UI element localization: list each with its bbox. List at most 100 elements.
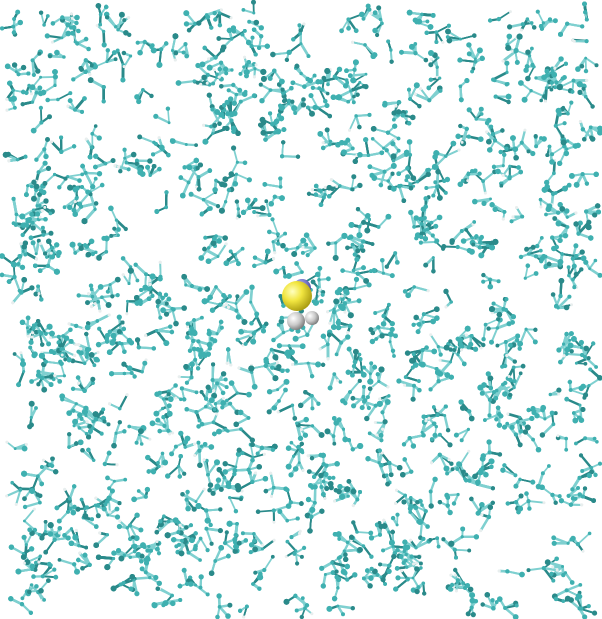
solvent-atom	[369, 554, 374, 559]
bond	[60, 16, 78, 25]
solvent-atom	[280, 87, 285, 92]
solvent-atom	[556, 387, 562, 393]
solvent-atom	[116, 28, 120, 32]
hydrogen-atom	[542, 501, 546, 505]
solvent-atom	[554, 556, 559, 562]
bond	[484, 318, 499, 326]
solvent-atom	[210, 240, 217, 247]
solvent-atom	[118, 11, 125, 18]
solvent-atom	[550, 235, 555, 240]
bond	[371, 137, 385, 150]
hydrogen-atom	[237, 366, 241, 370]
solvent-atom	[461, 581, 466, 585]
solvent-atom	[122, 18, 127, 23]
solvent-atom	[153, 113, 159, 119]
bond	[211, 363, 215, 382]
solvent-atom	[42, 598, 46, 602]
solvent-atom	[162, 423, 167, 428]
solvent-atom	[423, 262, 429, 268]
bond	[351, 41, 366, 46]
solvent-atom	[390, 348, 396, 353]
solvent-atom	[258, 82, 263, 87]
solvent-atom	[353, 28, 359, 34]
solvent-atom	[552, 171, 556, 176]
hydrogen-atom	[508, 10, 512, 14]
bond	[199, 537, 209, 551]
solvent-atom	[453, 432, 459, 438]
bond	[116, 49, 125, 67]
solvent-atom	[231, 82, 236, 88]
bond	[355, 113, 371, 117]
solvent-atom	[292, 335, 299, 342]
solvent-atom	[483, 471, 489, 478]
solvent-atom	[31, 574, 36, 579]
solvent-atom	[34, 406, 38, 410]
solvent-atom	[149, 420, 156, 427]
solvent-atom	[37, 51, 42, 56]
bond	[482, 323, 487, 341]
solvent-atom	[203, 235, 208, 240]
solvent-atom	[173, 444, 178, 449]
hydrogen-atom	[168, 432, 172, 436]
bond	[404, 376, 420, 383]
bond	[40, 107, 43, 124]
bond	[481, 179, 487, 195]
solvent-atom	[324, 428, 331, 435]
solvent-atom	[414, 588, 420, 595]
solvent-atom	[234, 199, 240, 204]
solvent-atom	[347, 298, 352, 302]
hydrogen-atom	[570, 303, 573, 307]
solvent-atom	[320, 491, 326, 497]
solvent-atom	[325, 91, 330, 96]
solvent-atom	[179, 397, 183, 402]
bond	[239, 94, 256, 103]
solvent-atom	[373, 311, 378, 315]
hydrogen-atom	[375, 433, 379, 437]
solvent-atom	[251, 0, 256, 5]
bond	[155, 329, 174, 334]
solvent-atom	[512, 359, 517, 364]
solvent-atom	[12, 352, 17, 356]
bond	[144, 329, 158, 337]
solvent-atom	[70, 386, 76, 391]
solvent-atom	[544, 86, 549, 90]
solvent-atom	[220, 390, 226, 396]
solvent-atom	[299, 614, 304, 619]
bond	[119, 157, 126, 173]
solvent-atom	[359, 11, 365, 18]
solvent-atom	[455, 133, 462, 140]
solvent-atom	[541, 21, 546, 25]
bond	[443, 414, 450, 432]
solvent-atom	[149, 93, 154, 99]
solvent-atom	[437, 432, 442, 437]
solvent-atom	[239, 427, 243, 431]
bond	[429, 333, 440, 348]
solvent-atom	[27, 424, 33, 430]
solvent-atom	[205, 548, 210, 553]
solvent-atom	[593, 258, 598, 263]
solvent-atom	[206, 246, 211, 250]
bond	[205, 527, 213, 545]
hydrogen-atom	[70, 16, 74, 20]
solvent-atom	[220, 371, 227, 377]
solvent-atom	[579, 249, 585, 255]
solvent-atom	[474, 117, 479, 121]
solvent-atom	[454, 345, 458, 349]
solvent-atom	[127, 32, 132, 37]
solvent-atom	[106, 422, 111, 427]
solvent-atom	[32, 351, 38, 358]
solvent-atom	[74, 20, 79, 26]
hydrogen-atom	[212, 68, 216, 72]
solvent-atom	[481, 337, 486, 342]
solvent-atom	[350, 395, 356, 401]
bond	[491, 71, 509, 81]
solvent-atom	[496, 317, 501, 322]
solvent-atom	[418, 240, 423, 245]
solvent-atom	[535, 9, 540, 14]
solvent-atom	[573, 243, 579, 249]
bond	[181, 492, 198, 504]
solvent-atom	[88, 352, 95, 358]
solvent-atom	[455, 244, 460, 250]
bond	[216, 242, 228, 258]
bond	[405, 553, 415, 566]
